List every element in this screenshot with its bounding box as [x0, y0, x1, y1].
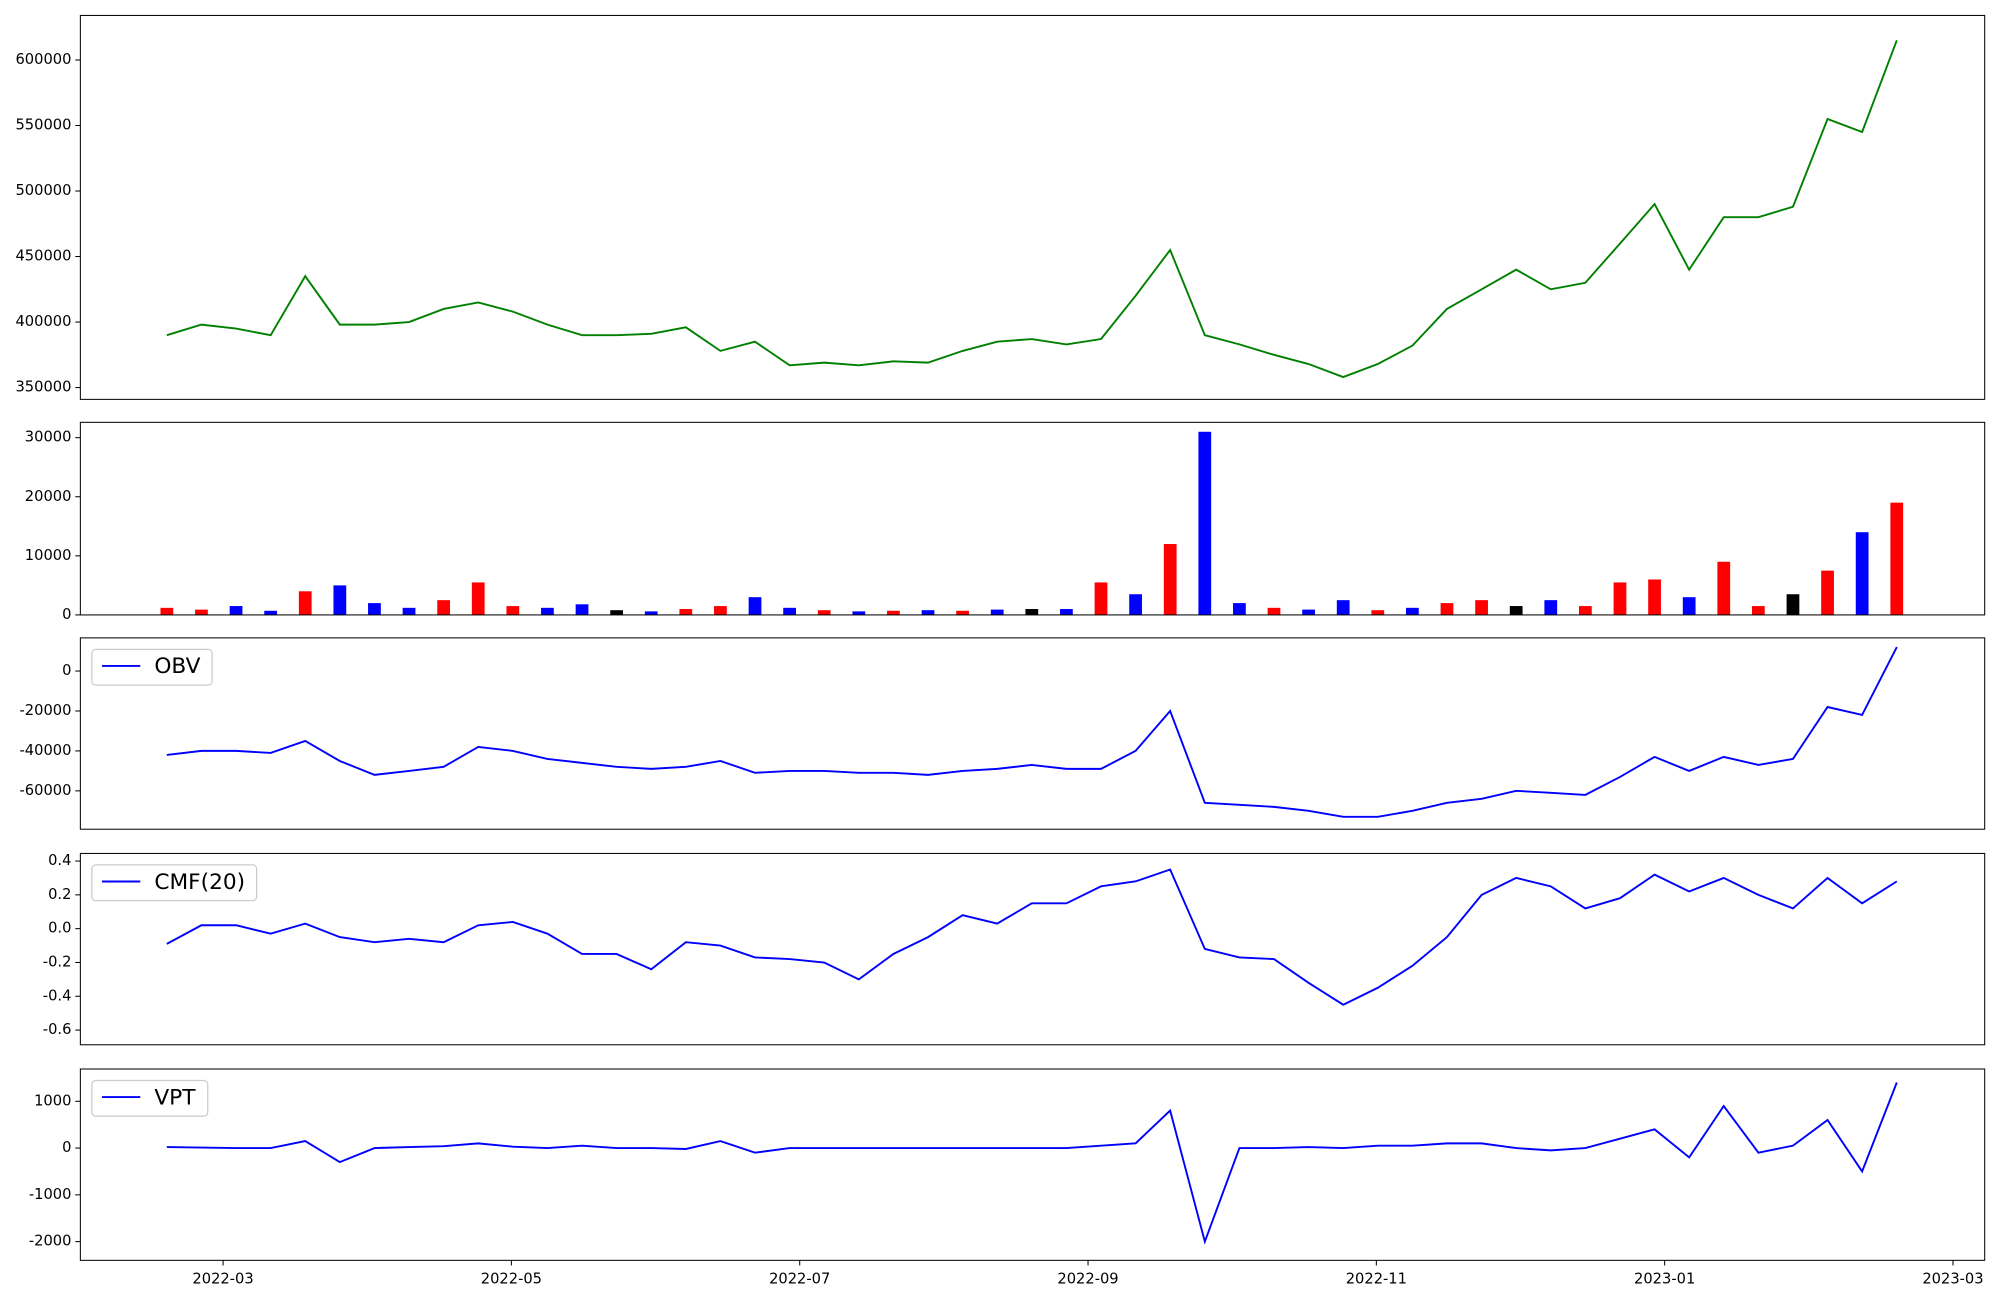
y-tick-label: -0.6: [43, 1021, 72, 1038]
y-tick-label: -0.4: [43, 987, 72, 1004]
volume-bar: [610, 610, 624, 615]
y-tick-label: -1000: [29, 1186, 72, 1203]
y-tick-label: 10000: [25, 547, 72, 564]
y-tick-label: 1000: [34, 1092, 71, 1109]
volume-bar: [1233, 603, 1246, 615]
x-tick-label: 2022-03: [192, 1270, 253, 1287]
volume-bar: [852, 611, 866, 615]
volume-bar: [1509, 606, 1523, 615]
volume-bar: [1094, 582, 1108, 615]
plot-frame: [79, 637, 1986, 830]
volume-bar: [1613, 582, 1627, 615]
legend-label: VPT: [154, 1085, 196, 1110]
y-tick-label: 20000: [25, 488, 72, 505]
y-tick-label: 550000: [15, 117, 71, 134]
volume-bar: [1406, 607, 1419, 615]
volume-bar: [229, 606, 243, 615]
volume-bar: [1682, 597, 1696, 615]
volume-bar: [506, 606, 520, 615]
volume-bar: [368, 603, 381, 615]
volume-bar: [1475, 600, 1488, 615]
volume-bar: [1302, 609, 1315, 615]
y-tick-label: 450000: [15, 248, 71, 265]
volume-bar: [887, 610, 900, 615]
legend-box: [91, 648, 213, 686]
volume-bar: [402, 607, 416, 615]
volume-bar: [679, 609, 693, 615]
volume-bar: [956, 610, 969, 615]
volume-bar: [160, 607, 174, 615]
plot-frame: [79, 1068, 1986, 1261]
x-tick-label: 2022-09: [1057, 1270, 1118, 1287]
y-tick-label: 600000: [15, 51, 71, 68]
volume-bar: [1336, 600, 1350, 615]
volume-bar: [921, 610, 935, 615]
volume-bar: [714, 606, 727, 615]
volume-bar: [1821, 570, 1834, 615]
x-tick-label: 2023-01: [1634, 1270, 1695, 1287]
volume-bar: [817, 610, 831, 615]
y-tick-label: -2000: [29, 1233, 72, 1250]
y-tick-label: -0.2: [43, 953, 72, 970]
volume-bar: [1129, 594, 1142, 615]
y-tick-label: 500000: [15, 182, 71, 199]
volume-bar: [1648, 579, 1661, 615]
volume-bar: [1751, 606, 1765, 615]
volume-bar: [748, 597, 762, 615]
volume-bar: [195, 609, 208, 615]
x-tick-label: 2022-05: [481, 1270, 542, 1287]
x-tick-label: 2023-03: [1922, 1270, 1983, 1287]
y-tick-label: 0: [62, 1139, 71, 1156]
volume-bar: [471, 582, 485, 615]
volume-bar: [990, 609, 1004, 615]
volume-bar: [644, 611, 658, 615]
series-line: [166, 868, 1898, 1006]
volume-bar: [575, 604, 589, 615]
volume-bar: [1060, 609, 1073, 615]
y-tick-label: 30000: [25, 429, 72, 446]
y-tick-label: 0.4: [48, 852, 71, 869]
volume-bar: [1371, 610, 1385, 615]
volume-bar: [1855, 532, 1869, 615]
volume-bar: [1578, 606, 1592, 615]
volume-bar: [1544, 600, 1558, 615]
y-tick-label: 0.2: [48, 886, 71, 903]
x-tick-label: 2022-07: [769, 1270, 830, 1287]
volume-bar: [1786, 594, 1800, 615]
legend-box: [91, 864, 258, 902]
volume-bar: [437, 600, 451, 615]
y-tick-label: -40000: [20, 742, 72, 759]
y-tick-label: -20000: [20, 702, 72, 719]
series-line: [166, 1082, 1898, 1245]
volume-bar: [783, 607, 796, 615]
x-tick-label: 2022-11: [1346, 1270, 1407, 1287]
y-tick-label: 350000: [15, 379, 71, 396]
volume-bar: [1890, 502, 1904, 615]
volume-bar: [1717, 561, 1731, 615]
y-tick-label: -60000: [20, 782, 72, 799]
plot-frame: [79, 421, 1986, 616]
plot-frame: [79, 14, 1986, 400]
volume-bar: [333, 585, 347, 615]
y-tick-label: 0.0: [48, 920, 71, 937]
y-tick-label: 0: [62, 606, 71, 623]
volume-bar: [541, 607, 554, 615]
legend-box: [91, 1079, 209, 1117]
legend-label: OBV: [154, 654, 200, 679]
volume-bar: [264, 610, 278, 615]
volume-bar: [1267, 607, 1281, 615]
plot-frame: [79, 852, 1986, 1046]
volume-bar: [298, 591, 312, 615]
legend-label: CMF(20): [154, 870, 245, 895]
y-tick-label: 0: [62, 662, 71, 679]
series-line: [166, 39, 1898, 379]
volume-bar: [1025, 609, 1039, 615]
volume-bar: [1163, 544, 1177, 615]
volume-bar: [1440, 603, 1454, 615]
series-line: [166, 646, 1898, 818]
volume-bar: [1198, 431, 1212, 615]
y-tick-label: 400000: [15, 313, 71, 330]
